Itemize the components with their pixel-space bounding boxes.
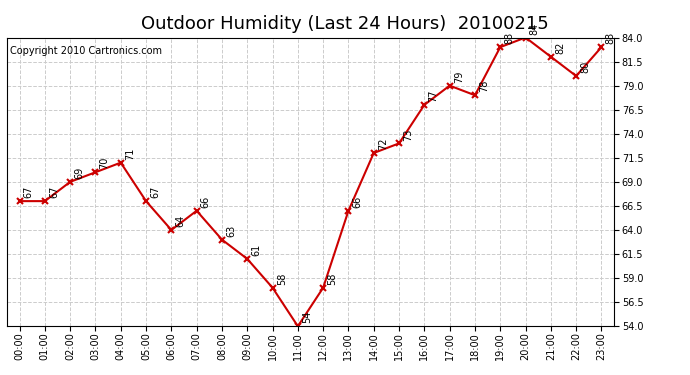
Text: Copyright 2010 Cartronics.com: Copyright 2010 Cartronics.com (10, 46, 162, 56)
Text: 77: 77 (428, 90, 439, 102)
Text: 80: 80 (580, 61, 591, 73)
Text: 72: 72 (378, 138, 388, 150)
Text: 70: 70 (99, 157, 110, 170)
Text: 69: 69 (75, 167, 84, 179)
Text: 83: 83 (606, 32, 615, 44)
Text: 83: 83 (504, 32, 515, 44)
Text: Outdoor Humidity (Last 24 Hours)  20100215: Outdoor Humidity (Last 24 Hours) 2010021… (141, 15, 549, 33)
Text: 67: 67 (150, 186, 160, 198)
Text: 79: 79 (454, 70, 464, 83)
Text: 61: 61 (251, 244, 262, 256)
Text: 78: 78 (479, 80, 489, 93)
Text: 54: 54 (302, 311, 312, 324)
Text: 58: 58 (327, 273, 337, 285)
Text: 73: 73 (403, 128, 413, 141)
Text: 71: 71 (125, 147, 135, 160)
Text: 66: 66 (353, 196, 363, 208)
Text: 82: 82 (555, 42, 565, 54)
Text: 84: 84 (530, 22, 540, 35)
Text: 64: 64 (175, 215, 186, 227)
Text: 63: 63 (226, 225, 236, 237)
Text: 67: 67 (49, 186, 59, 198)
Text: 58: 58 (277, 273, 287, 285)
Text: 67: 67 (23, 186, 34, 198)
Text: 66: 66 (201, 196, 211, 208)
